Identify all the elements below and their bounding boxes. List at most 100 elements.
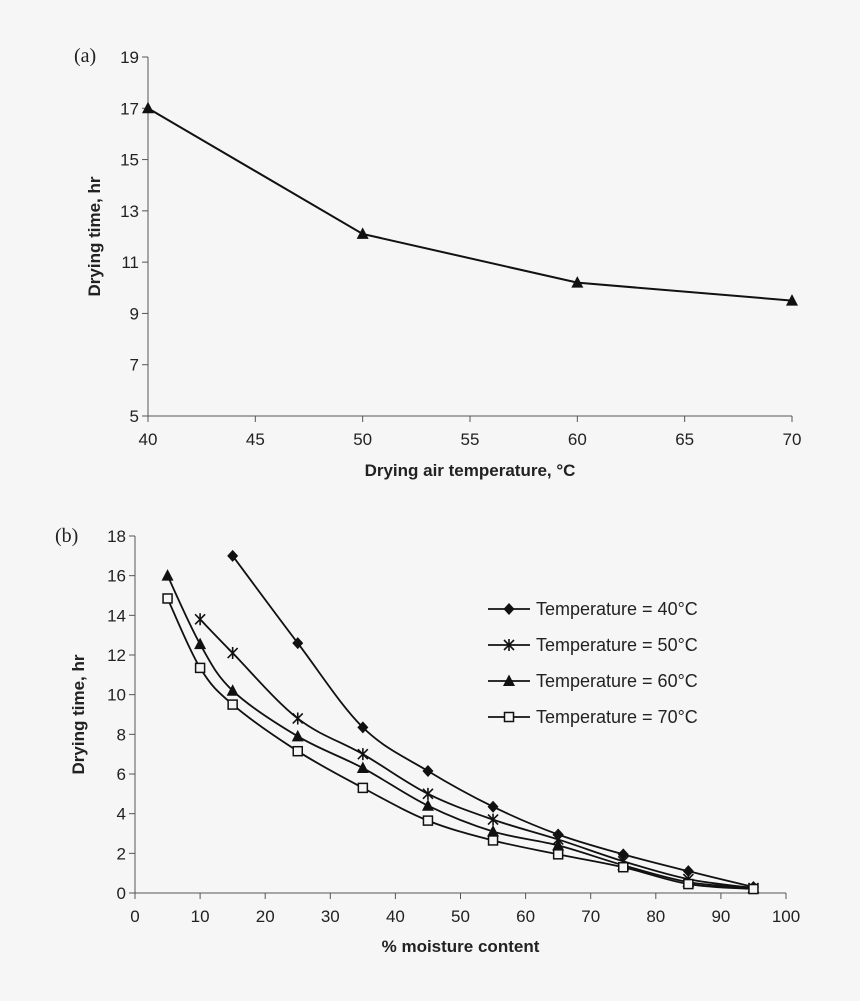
data-point [786,294,798,306]
data-point [292,745,303,757]
x-tick-label: 0 [130,907,139,926]
data-point [487,813,499,826]
x-tick-label: 40 [386,907,405,926]
data-point [422,787,434,800]
series-line [166,575,754,889]
data-point [487,835,499,846]
y-tick-label: 16 [107,567,126,586]
data-point [487,800,499,813]
data-point [161,569,174,581]
data-point [748,883,759,895]
legend-marker [503,711,515,723]
data-point [682,865,694,878]
data-point [226,684,239,696]
legend-item: Temperature = 70°C [488,707,698,727]
series-0 [142,101,798,306]
y-tick-label: 18 [107,527,126,546]
x-tick-label: 70 [783,430,802,449]
y-tick-label: 12 [107,646,126,665]
data-point [421,799,434,811]
x-tick-label: 100 [772,907,800,926]
data-point [291,729,304,742]
x-tick-label: 80 [646,907,665,926]
y-tick-label: 5 [130,407,139,426]
x-tick-label: 60 [516,907,535,926]
x-tick-label: 45 [246,430,265,449]
legend-item: Temperature = 60°C [488,671,698,691]
x-axis-title: % moisture content [382,937,540,956]
data-point [552,838,565,851]
data-point [194,662,206,674]
legend-marker [503,639,515,651]
x-tick-label: 65 [675,430,694,449]
x-axis-title: Drying air temperature, °C [365,461,576,480]
data-point [357,721,369,734]
data-point [618,861,629,873]
data-point [683,878,694,890]
panel-label: (b) [55,525,78,547]
x-tick-label: 30 [321,907,340,926]
chart-b: (b) 0 2 4 6 8 10 12 14 16 18 0 10 20 30 40 50 60 70 80 90 100… [55,525,800,956]
data-point [194,613,206,626]
y-tick-label: 19 [120,48,139,67]
data-point [227,647,239,660]
series-3 [162,593,759,895]
series-line [231,555,754,888]
y-tick-label: 13 [120,202,139,221]
legend-label: Temperature = 40°C [536,599,698,619]
y-tick-label: 8 [117,725,126,744]
series-line [147,107,793,302]
y-tick-label: 17 [120,99,139,118]
x-tick-label: 10 [191,907,210,926]
legend: Temperature = 40°C Temperature = 50°C Temp… [488,599,698,727]
x-tick-label: 70 [581,907,600,926]
panel-label: (a) [74,45,96,67]
y-tick-label: 14 [107,606,126,625]
y-tick-label: 0 [117,884,126,903]
data-point [194,637,207,650]
data-point [617,848,629,861]
series-1 [194,613,760,895]
data-point [422,765,434,778]
y-tick-label: 9 [130,304,139,323]
y-tick-label: 11 [121,253,139,272]
data-point [571,276,584,288]
chart-a: (a) 5 7 9 11 13 15 17 19 40 45 50 55 60 65 70 Drying air… [74,45,801,480]
y-axis-title: Drying time, hr [69,654,88,774]
data-point [292,712,304,725]
data-point [357,748,369,761]
x-tick-label: 50 [451,907,470,926]
legend-item: Temperature = 50°C [488,635,698,655]
y-tick-label: 2 [117,844,126,863]
data-point [552,849,564,860]
data-point [227,699,238,710]
legend-label: Temperature = 70°C [536,707,698,727]
x-tick-label: 20 [256,907,275,926]
data-point [357,782,369,794]
x-tick-label: 50 [353,430,372,449]
y-tick-label: 6 [117,765,126,784]
x-tick-label: 60 [568,430,587,449]
y-tick-label: 10 [107,686,126,705]
data-point [487,825,500,837]
data-point [356,227,369,239]
data-point [356,761,369,774]
x-tick-label: 90 [711,907,730,926]
y-tick-label: 7 [130,356,139,375]
series-line [199,618,754,889]
data-point [142,101,154,114]
legend-item: Temperature = 40°C [488,599,698,619]
y-tick-label: 4 [117,805,126,824]
data-point [422,815,434,826]
x-tick-label: 40 [139,430,158,449]
data-point [162,593,173,604]
legend-marker [503,674,515,686]
legend-label: Temperature = 50°C [536,635,698,655]
data-point [227,549,239,562]
x-tick-label: 55 [461,430,480,449]
data-point [292,637,304,650]
series-0 [227,549,759,894]
legend-label: Temperature = 60°C [536,671,698,691]
